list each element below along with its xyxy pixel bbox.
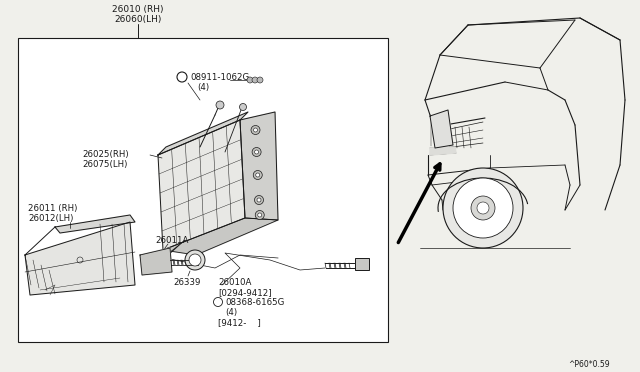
Circle shape (257, 77, 263, 83)
Text: ^P60*0.59: ^P60*0.59 (568, 360, 610, 369)
Polygon shape (25, 222, 135, 295)
Text: 26025(RH): 26025(RH) (82, 150, 129, 159)
Text: S: S (216, 299, 220, 305)
Circle shape (255, 196, 264, 205)
Circle shape (216, 101, 224, 109)
Bar (355, 258, 369, 270)
Text: N: N (179, 74, 185, 80)
Polygon shape (158, 112, 248, 155)
Text: 26075(LH): 26075(LH) (82, 160, 127, 169)
Text: (4): (4) (197, 83, 209, 92)
Circle shape (251, 125, 260, 135)
Circle shape (252, 148, 261, 157)
Polygon shape (430, 147, 456, 155)
Text: 08368-6165G: 08368-6165G (225, 298, 284, 307)
Circle shape (252, 77, 258, 83)
Circle shape (477, 202, 489, 214)
Circle shape (189, 254, 201, 266)
Circle shape (256, 173, 260, 177)
Circle shape (257, 198, 261, 202)
Circle shape (255, 150, 259, 154)
Circle shape (471, 196, 495, 220)
Text: (4): (4) (225, 308, 237, 317)
Text: 26060(LH): 26060(LH) (115, 15, 162, 24)
Polygon shape (158, 120, 245, 250)
Text: 26010A: 26010A (218, 278, 252, 287)
Polygon shape (163, 218, 278, 255)
Circle shape (214, 298, 223, 307)
Text: [9412-    ]: [9412- ] (218, 318, 260, 327)
Circle shape (443, 168, 523, 248)
Circle shape (247, 77, 253, 83)
Polygon shape (240, 112, 278, 220)
Circle shape (177, 72, 187, 82)
Bar (18, 38, 388, 342)
Text: [0294-9412]: [0294-9412] (218, 288, 271, 297)
Text: 26011 (RH): 26011 (RH) (28, 204, 77, 213)
Polygon shape (430, 110, 453, 148)
Text: 26012(LH): 26012(LH) (28, 214, 74, 223)
Circle shape (255, 211, 264, 219)
Polygon shape (140, 248, 172, 275)
Circle shape (253, 128, 257, 132)
Text: 26011A: 26011A (155, 236, 188, 245)
Polygon shape (55, 215, 135, 233)
Text: 26010 (RH): 26010 (RH) (112, 5, 164, 14)
Text: 26339: 26339 (173, 278, 200, 287)
Circle shape (453, 178, 513, 238)
Circle shape (253, 170, 262, 180)
Circle shape (239, 103, 246, 110)
Circle shape (258, 213, 262, 217)
Circle shape (185, 250, 205, 270)
Text: 08911-1062G: 08911-1062G (190, 73, 249, 82)
